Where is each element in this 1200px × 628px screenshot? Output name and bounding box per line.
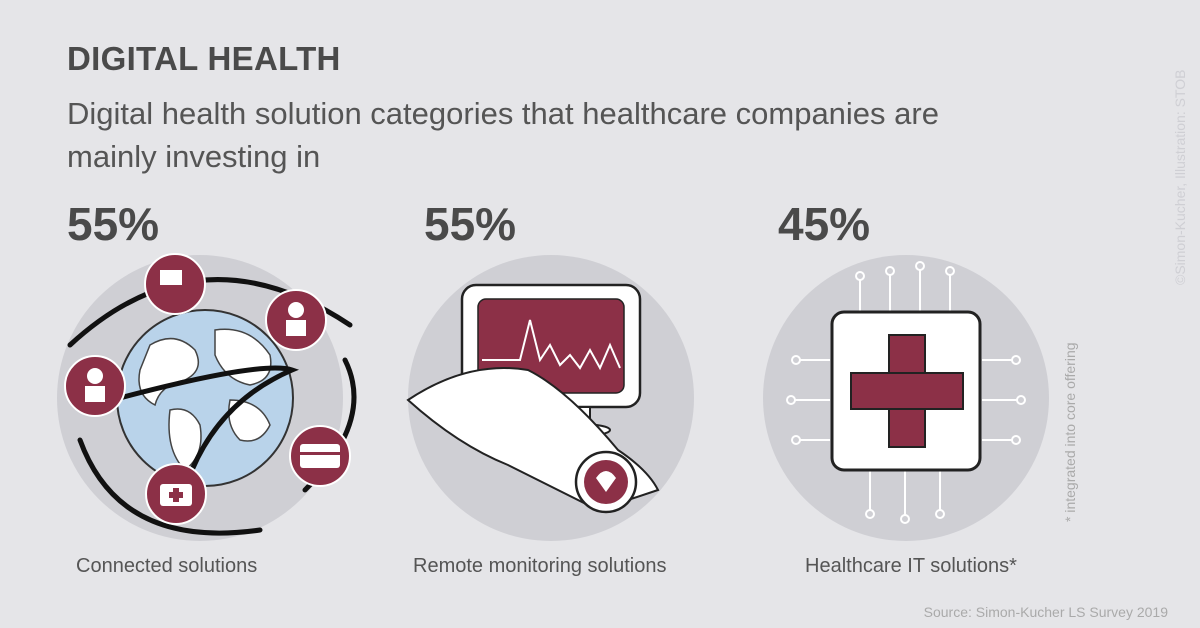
value-label-it: 45%	[778, 198, 871, 250]
source-text: Source: Simon-Kucher LS Survey 2019	[923, 604, 1168, 620]
category-label-connected: Connected solutions	[76, 555, 258, 577]
chart-title: DIGITAL HEALTH	[67, 40, 341, 77]
chart-subtitle: Digital health solution categories that …	[67, 96, 939, 174]
footnote-text: * integrated into core offering	[1062, 342, 1078, 522]
smartwatch-monitor-icon	[406, 255, 694, 541]
value-label-remote: 55%	[424, 198, 517, 250]
category-label-remote: Remote monitoring solutions	[413, 555, 667, 577]
credit-text: ©Simon-Kucher, Illustration: STOB	[1172, 69, 1188, 285]
circuit-cross-icon	[763, 255, 1049, 541]
value-label-connected: 55%	[67, 198, 160, 250]
category-label-it: Healthcare IT solutions*	[805, 555, 1017, 577]
globe-network-icon	[57, 253, 357, 541]
